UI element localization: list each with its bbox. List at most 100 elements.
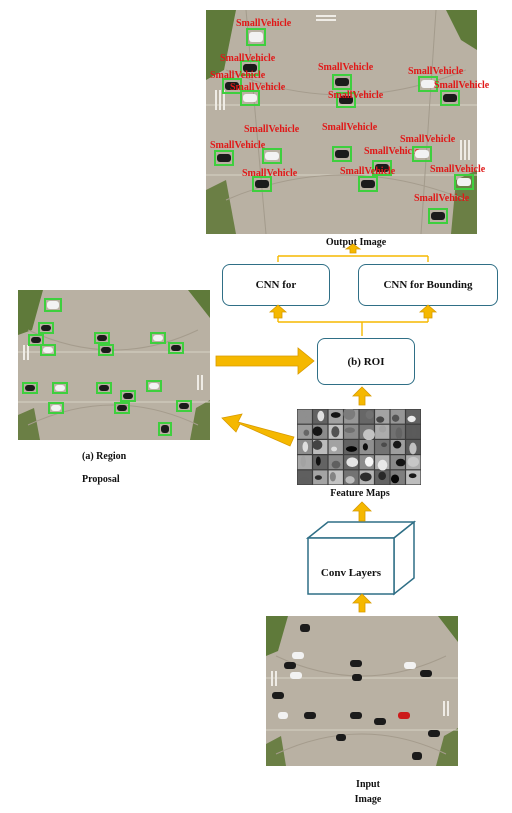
feature-map-tile: [313, 455, 328, 470]
proposal-box: [40, 344, 56, 356]
conv-layers-box: [305, 520, 417, 596]
detection-box: [222, 78, 242, 94]
proposal-box: [98, 344, 114, 356]
feature-map-tile: [390, 424, 405, 440]
feature-map-tile: [390, 409, 405, 424]
detection-label: SmallVehicle: [400, 134, 456, 145]
feature-map-tile: [375, 440, 390, 454]
vehicle: [101, 347, 111, 353]
input-image: [266, 616, 458, 766]
input-image-background: [266, 616, 458, 766]
input-image-caption-2: Image: [354, 794, 382, 805]
vehicle: [415, 150, 429, 158]
feature-map-tile: [406, 470, 421, 485]
proposal-box: [150, 332, 166, 344]
feature-map-tile: [359, 409, 374, 424]
vehicle: [350, 712, 362, 719]
vehicle: [47, 301, 59, 309]
proposal-box: [120, 390, 136, 402]
feature-map-tile: [406, 455, 421, 470]
cnn-classifier-label: CNN for: [255, 279, 297, 291]
vehicle: [428, 730, 440, 737]
feature-map-tile: [344, 470, 359, 485]
vehicle: [361, 180, 375, 188]
feature-map-tile: [344, 455, 359, 470]
feature-map-tile: [312, 424, 328, 439]
vehicle: [278, 712, 288, 719]
roi-label: (b) ROI: [347, 355, 385, 368]
feature-maps-caption: Feature Maps: [330, 488, 390, 499]
detection-box: [252, 176, 272, 192]
vehicle: [41, 325, 51, 331]
detection-box: [440, 90, 460, 106]
feature-map-tile: [390, 470, 405, 485]
detection-label: SmallVehicle: [328, 90, 384, 101]
vehicle: [412, 752, 422, 760]
vehicle: [398, 712, 410, 719]
vehicle: [255, 180, 269, 188]
vehicle: [443, 94, 457, 102]
detection-label: SmallVehicle: [430, 164, 486, 175]
vehicle: [225, 82, 239, 90]
feature-map-tile: [297, 470, 312, 485]
detection-box: [372, 160, 392, 176]
feature-map-tile: [359, 424, 375, 441]
conv-layers-label: Conv Layers: [320, 567, 382, 579]
detection-label: SmallVehicle: [230, 82, 286, 93]
feature-map-tile: [406, 424, 421, 439]
vehicle: [117, 405, 127, 411]
cnn-bounding-label: CNN for Bounding: [383, 279, 473, 291]
vehicle: [374, 718, 386, 725]
vehicle: [123, 393, 133, 399]
feature-map-tile: [406, 409, 421, 424]
detection-label: SmallVehicle: [236, 18, 292, 29]
detection-label: SmallVehicle: [434, 80, 490, 91]
detection-box: [246, 28, 266, 46]
detection-label: SmallVehicle: [408, 66, 464, 77]
proposal-box: [22, 382, 38, 394]
proposal-box: [146, 380, 162, 392]
detection-label: SmallVehicle: [318, 62, 374, 73]
detection-box: [240, 60, 260, 76]
detection-label: SmallVehicle: [242, 168, 298, 179]
proposal-box: [158, 422, 172, 436]
detection-box: [240, 90, 260, 106]
feature-map-tile: [344, 424, 359, 439]
vehicle: [420, 670, 432, 677]
vehicle: [31, 337, 41, 343]
proposal-box: [114, 402, 130, 414]
proposal-box: [168, 342, 184, 354]
arrow-features-to-roi: [352, 386, 372, 406]
feature-map-tile: [343, 407, 359, 424]
vehicle: [336, 734, 346, 741]
detection-box: [418, 76, 438, 92]
vehicle: [335, 78, 349, 86]
vehicle: [292, 652, 304, 659]
feature-map-tile: [328, 409, 343, 424]
vehicle: [300, 624, 310, 632]
detection-box: [332, 74, 352, 90]
proposal-box: [94, 332, 110, 344]
vehicle: [290, 672, 302, 679]
feature-map-tile: [312, 439, 328, 454]
detection-box: [412, 146, 432, 162]
feature-map-tile: [297, 409, 312, 424]
vehicle: [350, 660, 362, 667]
vehicle: [404, 662, 416, 669]
vehicle: [55, 385, 65, 391]
output-image: [206, 10, 477, 234]
region-proposal-background: [18, 290, 210, 440]
feature-map-tile: [359, 440, 374, 454]
detection-label: SmallVehicle: [414, 193, 470, 204]
vehicle: [352, 674, 362, 681]
feature-map-tile: [359, 470, 374, 485]
feature-map-tile: [297, 455, 312, 470]
vehicle: [153, 335, 163, 341]
roi-node: (b) ROI: [317, 338, 415, 385]
arrow-roi-to-cnns: [277, 316, 429, 336]
vehicle: [179, 403, 189, 409]
detection-box: [428, 208, 448, 224]
input-image-caption-1: Input: [356, 779, 380, 790]
feature-map-tile: [406, 440, 421, 455]
feature-maps-grid: [297, 407, 421, 485]
